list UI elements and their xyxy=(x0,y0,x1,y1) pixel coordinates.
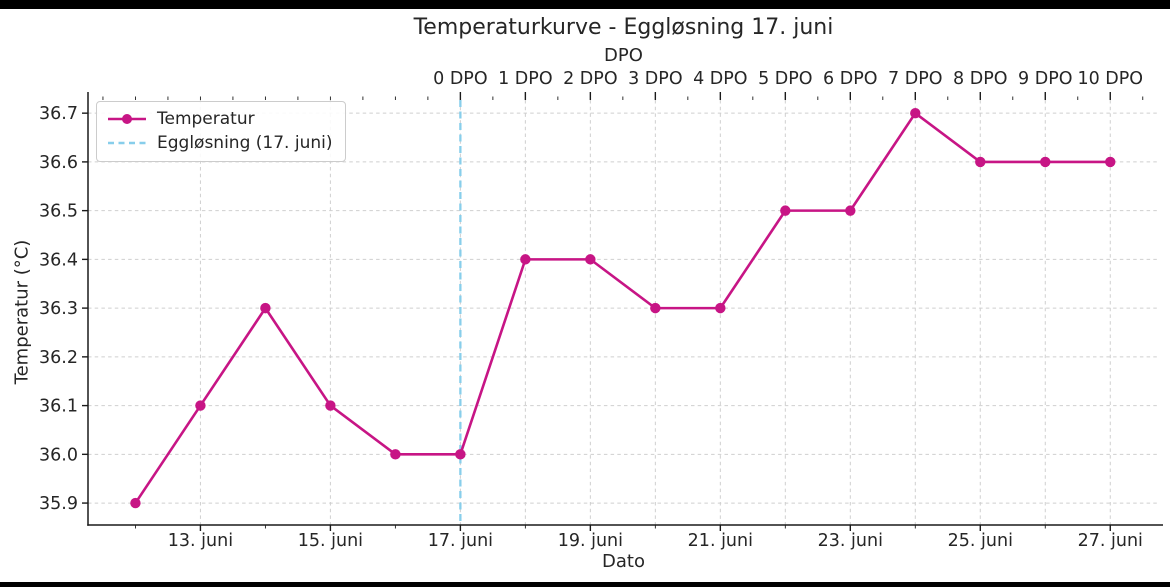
data-point xyxy=(325,400,336,411)
data-point xyxy=(585,254,596,265)
data-point xyxy=(130,497,141,509)
data-point xyxy=(390,449,401,460)
dpo-tick-label: 0 DPO xyxy=(433,69,488,89)
letterbox-top-bar xyxy=(0,0,1170,9)
legend-item-temperature: Temperatur xyxy=(107,109,332,129)
y-tick-label: 36.3 xyxy=(39,299,78,319)
data-point xyxy=(1105,156,1116,168)
data-point xyxy=(260,302,271,314)
dpo-tick-label: 9 DPO xyxy=(1018,69,1073,89)
data-point xyxy=(845,205,856,216)
dpo-tick-label: 10 DPO xyxy=(1077,69,1143,89)
dpo-tick-label: 2 DPO xyxy=(563,69,618,89)
legend-sample-marker xyxy=(122,114,132,124)
dpo-tick-label: 7 DPO xyxy=(888,69,943,89)
data-point xyxy=(650,302,661,314)
top-axis-label: DPO xyxy=(604,45,643,66)
y-tick-label: 36.6 xyxy=(39,153,78,173)
data-point xyxy=(715,302,726,314)
x-tick-label: 25. juni xyxy=(948,531,1013,551)
legend-label-temperature: Temperatur xyxy=(157,109,255,129)
y-tick-label: 36.5 xyxy=(39,202,78,222)
y-tick-label: 36.0 xyxy=(39,445,78,465)
dpo-tick-label: 4 DPO xyxy=(693,69,748,89)
data-point xyxy=(780,205,791,216)
y-tick-label: 36.1 xyxy=(39,397,78,417)
x-tick-label: 19. juni xyxy=(558,531,623,551)
x-tick-label: 13. juni xyxy=(168,531,233,551)
legend-label-ovulation: Eggløsning (17. juni) xyxy=(157,133,333,153)
x-tick-label: 21. juni xyxy=(688,531,753,551)
x-tick-label: 17. juni xyxy=(428,531,493,551)
data-point xyxy=(1040,156,1051,168)
letterbox-bottom-bar xyxy=(0,582,1170,587)
y-tick-label: 36.2 xyxy=(39,348,78,368)
dpo-tick-label: 5 DPO xyxy=(758,69,813,89)
data-point xyxy=(195,400,206,411)
chart-title: Temperaturkurve - Eggløsning 17. juni xyxy=(413,15,834,40)
y-tick-label: 35.9 xyxy=(39,494,78,514)
y-tick-label: 36.4 xyxy=(39,250,78,270)
x-axis-label: Dato xyxy=(602,551,645,572)
data-point xyxy=(910,107,921,119)
data-point xyxy=(975,156,986,168)
legend-line-sample-ovulation xyxy=(108,141,146,145)
y-tick-label: 36.7 xyxy=(39,104,78,124)
legend-item-ovulation: Eggløsning (17. juni) xyxy=(107,133,332,153)
temperature-line xyxy=(134,111,1111,504)
data-point xyxy=(520,254,531,265)
legend-line-sample-temperature xyxy=(108,114,146,124)
data-point xyxy=(455,449,466,460)
dpo-tick-label: 8 DPO xyxy=(953,69,1008,89)
dpo-tick-label: 1 DPO xyxy=(498,69,553,89)
dpo-tick-label: 3 DPO xyxy=(628,69,683,89)
x-tick-label: 15. juni xyxy=(298,531,363,551)
x-tick-label: 27. juni xyxy=(1078,531,1143,551)
legend: Temperatur Eggløsning (17. juni) xyxy=(96,101,347,162)
dpo-tick-label: 6 DPO xyxy=(823,69,878,89)
x-tick-label: 23. juni xyxy=(818,531,883,551)
y-axis-label: Temperatur (°C) xyxy=(11,239,33,385)
